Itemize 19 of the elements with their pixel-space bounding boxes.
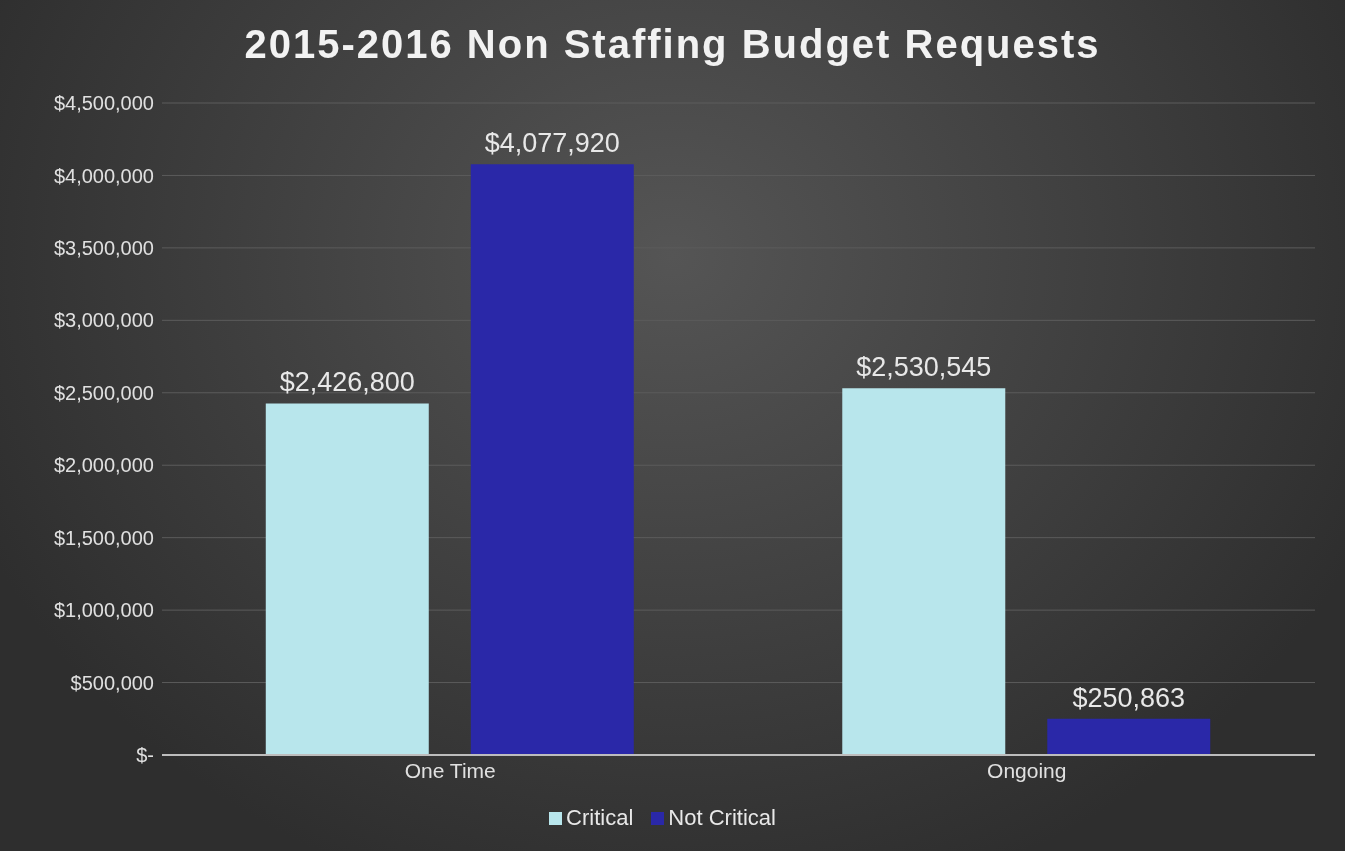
y-tick-label: $4,500,000	[53, 92, 154, 115]
x-tick-label: Ongoing	[987, 758, 1067, 782]
legend-label: Critical	[566, 805, 634, 831]
y-tick-label: $2,500,000	[53, 381, 154, 404]
data-label: $2,530,545	[856, 352, 992, 383]
x-tick-label: One Time	[404, 758, 496, 782]
y-tick-label: $500,000	[70, 671, 154, 694]
y-tick-label: $3,000,000	[53, 309, 154, 332]
y-tick-label: $-	[136, 744, 154, 767]
y-tick-label: $1,500,000	[53, 526, 154, 549]
y-tick-label: $1,000,000	[53, 599, 154, 622]
y-tick-label: $3,500,000	[53, 236, 154, 259]
y-tick-label: $2,000,000	[53, 454, 154, 477]
data-label: $2,426,800	[279, 367, 415, 398]
data-label: $250,863	[1072, 682, 1186, 713]
y-tick-label: $4,000,000	[53, 164, 154, 187]
data-label: $4,077,920	[484, 128, 620, 159]
chart-title: 2015-2016 Non Staffing Budget Requests	[243, 22, 1102, 67]
legend-label: Not Critical	[668, 805, 776, 831]
